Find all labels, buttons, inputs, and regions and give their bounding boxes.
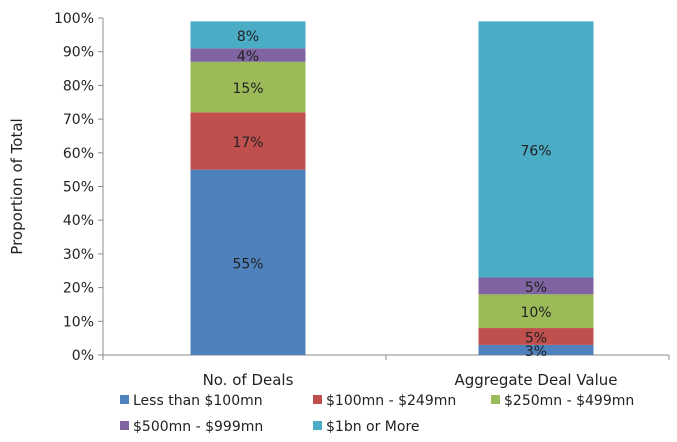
data-label: 4% [237, 49, 259, 65]
y-tick-label: 50% [63, 180, 94, 196]
bar-segment [190, 61, 306, 113]
x-category-label: Aggregate Deal Value [454, 371, 617, 389]
data-label: 5% [525, 280, 547, 296]
y-tick-label: 70% [63, 112, 94, 128]
bar-segment [478, 328, 594, 345]
data-label: 8% [237, 29, 259, 45]
bar-segment [190, 48, 306, 62]
y-tick-label: 60% [63, 146, 94, 162]
x-category-label: No. of Deals [203, 371, 294, 389]
y-tick-label: 90% [63, 45, 94, 61]
y-tick-label: 40% [63, 213, 94, 229]
legend-label: $100mn - $249mn [326, 393, 456, 409]
bar-segment [478, 344, 594, 355]
legend-swatch [313, 395, 322, 404]
bar-segment [190, 112, 306, 170]
legend-label: $500mn - $999mn [133, 419, 263, 435]
legend-swatch [120, 421, 129, 430]
data-label: 76% [520, 143, 551, 159]
y-axis-title: Proportion of Total [8, 118, 26, 254]
data-label: 5% [525, 330, 547, 346]
bar-segment [190, 169, 306, 355]
legend-label: $1bn or More [326, 419, 420, 435]
legend-swatch [491, 395, 500, 404]
legend-label: Less than $100mn [133, 393, 263, 409]
y-tick-label: 80% [63, 78, 94, 94]
data-label: 15% [232, 81, 263, 97]
bar-segment [478, 277, 594, 295]
y-tick-label: 20% [63, 281, 94, 297]
data-label: 55% [232, 256, 263, 272]
bar-segment [190, 21, 306, 49]
legend-swatch [120, 395, 129, 404]
data-label: 17% [232, 135, 263, 151]
y-tick-label: 0% [72, 348, 94, 364]
bar-segment [478, 294, 594, 329]
y-tick-label: 100% [54, 11, 94, 27]
legend-swatch [313, 421, 322, 430]
bar-segment [478, 21, 594, 278]
data-label: 3% [525, 344, 547, 360]
data-label: 10% [520, 305, 551, 321]
legend-label: $250mn - $499mn [504, 393, 634, 409]
y-tick-label: 10% [63, 314, 94, 330]
y-tick-label: 30% [63, 247, 94, 263]
